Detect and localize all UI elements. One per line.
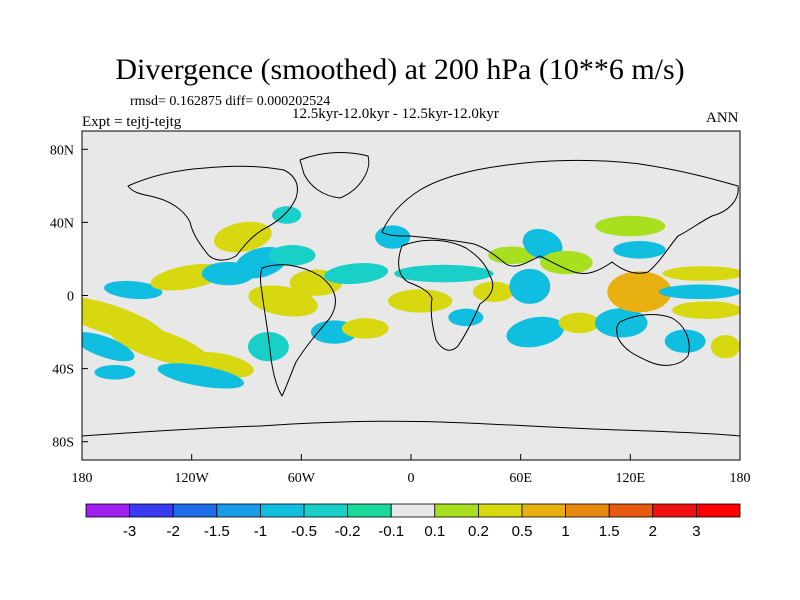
colorbar-box-6: [347, 503, 392, 518]
coast-europe-asia: [381, 159, 739, 275]
colorbar-label-4: -0.5: [291, 523, 317, 540]
coast-antarctica: [82, 420, 740, 437]
colorbar-box-10: [521, 503, 566, 518]
colorbar-label-13: 3: [692, 523, 700, 540]
divergence-patch-30: [594, 308, 648, 338]
divergence-patch-35: [658, 284, 740, 300]
divergence-patch-31: [607, 271, 672, 313]
coast-south-america: [260, 264, 336, 397]
season-label: ANN: [706, 110, 739, 126]
coast-africa: [398, 239, 494, 351]
colorbar-box-2: [172, 503, 218, 518]
colorbar-label-2: -1.5: [204, 523, 230, 540]
rmsd-diff-stats: rmsd= 0.162875 diff= 0.000202524: [130, 94, 331, 109]
colorbar-box-11: [565, 503, 610, 518]
colorbar-box-4: [259, 503, 305, 518]
divergence-patch-33: [613, 241, 666, 259]
axis-tick-labels: 180 120W 60W 0 60E 120E 180 80N 40N 0 40S 80S: [50, 143, 751, 486]
x-tick-label-4: 60E: [509, 471, 532, 486]
divergence-patch-26: [506, 316, 565, 348]
coast-australia: [616, 314, 690, 366]
y-tick-label-3: 40S: [52, 363, 74, 378]
divergence-patch-5: [94, 364, 136, 380]
colorbar-box-8: [434, 503, 479, 518]
colorbar-box-7: [390, 503, 436, 518]
x-tick-label-0: 180: [72, 471, 93, 486]
experiment-label: Expt = tejtj-tejtg: [82, 114, 182, 130]
divergence-patch-37: [664, 329, 706, 353]
coast-greenland: [299, 152, 370, 199]
colorbar-box-9: [477, 503, 523, 518]
colorbar-label-5: -0.2: [335, 523, 361, 540]
x-tick-label-6: 180: [730, 471, 751, 486]
divergence-patch-27: [522, 228, 563, 260]
divergence-patch-32: [595, 215, 666, 237]
divergence-patch-1: [108, 323, 210, 367]
colorbar-box-3: [216, 503, 261, 518]
x-tick-label-2: 60W: [288, 471, 316, 486]
coastlines: [82, 152, 740, 437]
period-label: 12.5kyr-12.0kyr - 12.5kyr-12.0kyr: [292, 106, 499, 122]
divergence-patch-23: [472, 281, 514, 303]
divergence-patch-34: [662, 266, 740, 281]
y-tick-label-0: 80N: [50, 143, 74, 158]
colorbar-box-13: [652, 503, 697, 518]
divergence-patch-22: [448, 308, 484, 327]
divergence-patch-25: [509, 268, 551, 304]
divergence-patch-21: [394, 264, 494, 283]
axis-ticks: [81, 148, 741, 460]
colorbar-box-12: [608, 503, 654, 518]
colorbar-label-7: 0.1: [424, 523, 445, 540]
divergence-patch-6: [104, 280, 163, 300]
colorbar: [85, 503, 741, 518]
divergence-patch-3: [82, 332, 135, 362]
colorbar-label-9: 0.5: [512, 523, 533, 540]
colorbar-label-11: 1.5: [599, 523, 620, 540]
colorbar-label-0: -3: [123, 523, 136, 540]
coast-north-america: [127, 165, 298, 261]
colorbar-label-8: 0.2: [468, 523, 489, 540]
y-tick-label-4: 80S: [52, 436, 74, 451]
colorbar-box-1: [129, 503, 174, 518]
colorbar-label-6: -0.1: [378, 523, 404, 540]
divergence-patch-10: [213, 221, 272, 253]
divergence-patch-16: [324, 262, 389, 285]
divergence-patch-28: [540, 250, 593, 275]
colorbar-label-12: 2: [649, 523, 657, 540]
colorbar-labels: -3 -2 -1.5 -1 -0.5 -0.2 -0.1 0.1 0.2 0.5 1 1.5 2 3: [123, 523, 701, 540]
x-tick-label-5: 120E: [616, 471, 646, 486]
divergence-patch-29: [558, 312, 600, 334]
x-tick-label-3: 0: [408, 471, 415, 486]
colorbar-box-5: [303, 503, 348, 518]
divergence-patch-11: [268, 245, 316, 266]
map-title: Divergence (smoothed) at 200 hPa (10**6 …: [115, 53, 685, 86]
divergence-patch-19: [375, 225, 411, 249]
divergence-patch-20: [387, 289, 453, 313]
divergence-patch-14: [247, 332, 289, 362]
y-tick-label-2: 0: [67, 290, 74, 305]
y-tick-label-1: 40N: [50, 216, 74, 231]
divergence-field: [82, 206, 740, 389]
colorbar-label-3: -1: [254, 523, 267, 540]
colorbar-label-1: -2: [167, 523, 180, 540]
colorbar-box-0: [85, 503, 130, 518]
divergence-patch-38: [710, 334, 740, 359]
divergence-patch-4: [157, 363, 245, 389]
colorbar-box-14: [696, 503, 741, 518]
x-tick-label-1: 120W: [175, 471, 210, 486]
colorbar-label-10: 1: [561, 523, 569, 540]
divergence-patch-36: [672, 301, 740, 319]
divergence-patch-18: [341, 318, 389, 339]
